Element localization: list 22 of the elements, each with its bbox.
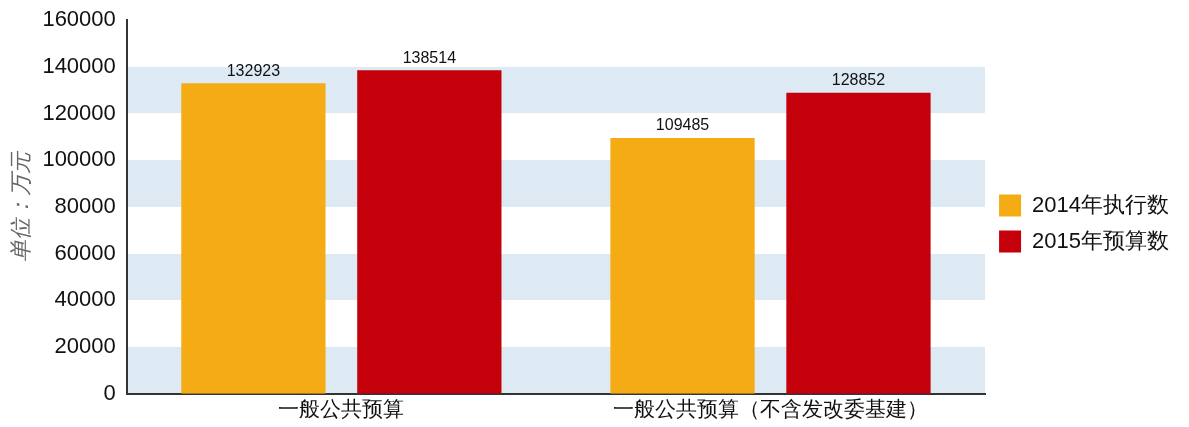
y-tick-label: 140000 bbox=[42, 52, 116, 78]
bar bbox=[357, 70, 502, 394]
y-tick-label: 100000 bbox=[42, 146, 116, 172]
y-tick-label: 160000 bbox=[42, 6, 116, 32]
x-tick-label: 一般公共预算（不含发改委基建） bbox=[613, 397, 928, 421]
y-tick-label: 120000 bbox=[42, 99, 116, 125]
y-tick-label: 0 bbox=[103, 379, 116, 405]
data-label: 109485 bbox=[655, 116, 710, 134]
y-axis-title: 单位：万元 bbox=[8, 149, 34, 262]
legend-label: 2015年预算数 bbox=[1032, 227, 1170, 253]
data-label: 132923 bbox=[226, 61, 281, 79]
y-tick-label: 60000 bbox=[54, 239, 116, 265]
legend-label: 2014年执行数 bbox=[1032, 191, 1170, 217]
y-tick-label: 20000 bbox=[54, 333, 116, 359]
data-label: 138514 bbox=[402, 48, 457, 66]
bar bbox=[786, 92, 931, 394]
y-tick-label: 80000 bbox=[54, 192, 116, 218]
x-tick-label: 一般公共预算 bbox=[278, 397, 405, 421]
bar bbox=[181, 83, 326, 394]
bar bbox=[610, 138, 755, 394]
y-tick-label: 40000 bbox=[54, 286, 116, 312]
data-label: 128852 bbox=[831, 71, 886, 89]
